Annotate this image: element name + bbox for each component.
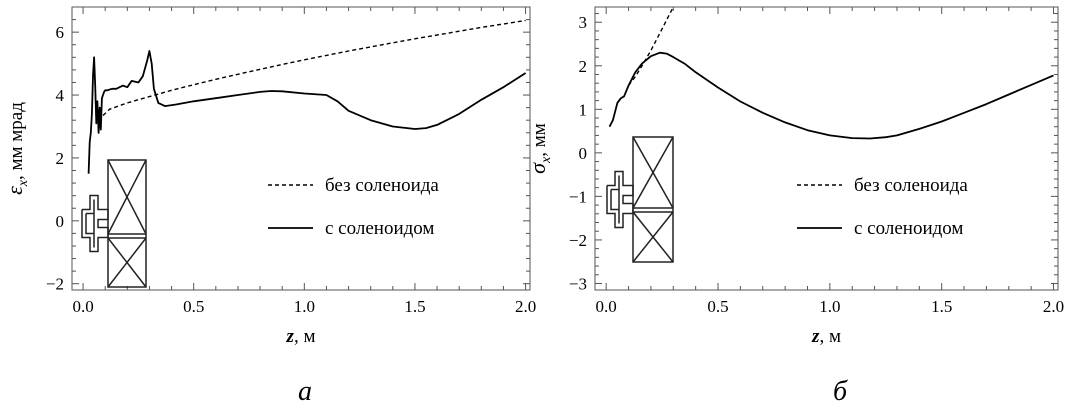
y-tick-label: −1 xyxy=(569,187,587,206)
y-tick-label: −3 xyxy=(569,274,587,293)
x-tick-label: 2.0 xyxy=(515,297,536,316)
legend-entry: без соленоида xyxy=(854,175,968,196)
y-tick-label: 1 xyxy=(579,100,588,119)
x-tick-label: 1.0 xyxy=(294,297,315,316)
y-tick-label: 2 xyxy=(579,57,588,76)
x-tick-label: 2.0 xyxy=(1043,297,1064,316)
chart-panel-б: 0.0 0.5 1.0 1.5 2.0 −3 −2 −1 0 1 2 3 без соленоида с … xyxy=(525,6,1064,407)
legend-entry: с соленоидом xyxy=(325,218,434,239)
legend: без соленоида с соленоидом xyxy=(797,175,968,239)
legend-entry: без соленоида xyxy=(325,175,439,196)
series-line-with-solenoid xyxy=(608,51,1054,140)
y-tick-label: 2 xyxy=(56,149,65,168)
panel-label: б xyxy=(833,376,848,407)
plot-frame xyxy=(71,6,531,291)
x-tick-label: 0.5 xyxy=(707,297,728,316)
y-tick-label: 6 xyxy=(56,23,65,42)
legend: без соленоида с соленоидом xyxy=(268,175,439,239)
x-tick-label: 0.0 xyxy=(72,297,93,316)
chart-panel-а: 0.0 0.5 1.0 1.5 2.0 −2 0 2 4 6 без соленоида с соле… xyxy=(2,6,536,407)
y-tick-label: −2 xyxy=(569,231,587,250)
legend-entry: с соленоидом xyxy=(854,218,963,239)
y-tick-label: 0 xyxy=(56,212,65,231)
x-tick-label: 1.5 xyxy=(404,297,425,316)
panel-label: а xyxy=(298,376,312,407)
x-tick-label: 1.0 xyxy=(819,297,840,316)
solenoid-schematic-icon xyxy=(81,159,147,288)
series-line-with-solenoid xyxy=(87,50,527,174)
x-axis-label: z, м xyxy=(811,326,841,347)
series-line-no-solenoid xyxy=(628,6,674,86)
x-axis-label: z, м xyxy=(286,326,316,347)
y-tick-label: 0 xyxy=(579,144,588,163)
y-tick-label: −2 xyxy=(46,275,64,294)
x-tick-label: 0.5 xyxy=(183,297,204,316)
y-axis-label: εx, мм мрад xyxy=(2,102,31,195)
x-tick-label: 0.0 xyxy=(596,297,617,316)
y-tick-label: 4 xyxy=(56,86,65,105)
solenoid-schematic-icon xyxy=(606,136,674,263)
series-line-no-solenoid xyxy=(102,19,526,117)
plot-frame xyxy=(594,6,1059,291)
y-axis-label: σx, мм xyxy=(525,123,554,174)
y-tick-label: 3 xyxy=(579,13,588,32)
x-tick-label: 1.5 xyxy=(931,297,952,316)
